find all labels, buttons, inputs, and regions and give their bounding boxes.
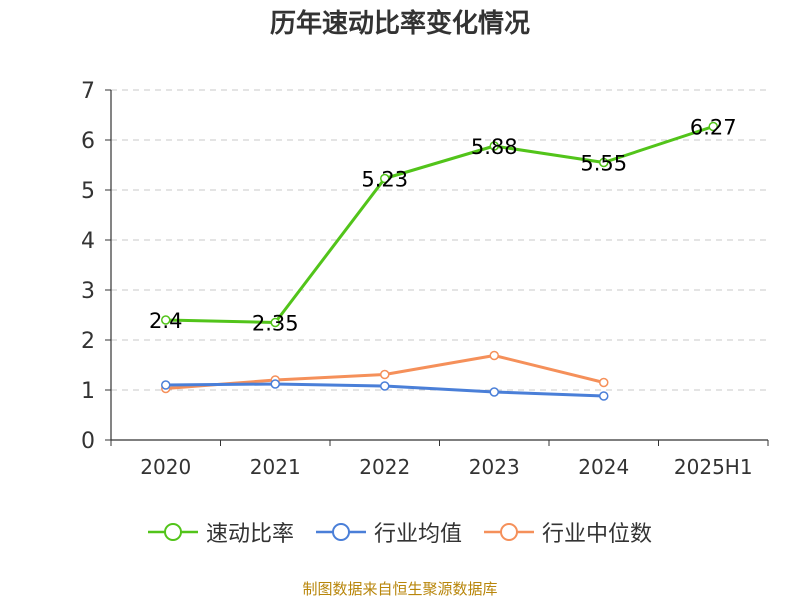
grid-lines	[111, 89, 768, 391]
legend-label: 行业均值	[373, 522, 462, 547]
series-line	[165, 125, 714, 324]
y-tick-label: 4	[81, 229, 95, 254]
data-point	[489, 387, 499, 397]
y-tick-label: 6	[81, 129, 95, 154]
legend-item-industry-mean[interactable]: 行业均值	[315, 516, 462, 548]
data-point	[599, 391, 609, 401]
data-point	[380, 381, 390, 391]
data-label: 5.55	[580, 152, 627, 176]
y-tick-label: 2	[81, 329, 95, 354]
data-label: 5.23	[361, 168, 408, 192]
y-tick-label: 0	[81, 429, 95, 454]
legend-line-icon	[484, 523, 534, 541]
axes: 0 1 2 3 4 5 6 7 2020 2021 2022 2023 2024 2025H1	[81, 79, 769, 479]
x-tick-label: 2024	[578, 455, 629, 479]
y-tick-label: 1	[81, 379, 95, 404]
data-point	[599, 377, 609, 388]
y-tick-label: 5	[81, 179, 95, 204]
data-label: 2.35	[252, 312, 299, 336]
legend-line-icon	[315, 523, 366, 541]
data-label: 2.4	[149, 309, 182, 333]
series-lines	[161, 121, 718, 401]
data-point	[161, 380, 171, 390]
data-point	[270, 317, 280, 328]
y-tick-label: 7	[81, 79, 95, 104]
data-label: 5.88	[471, 135, 518, 159]
x-tick-label: 2022	[359, 455, 410, 479]
x-tick-label: 2020	[140, 455, 191, 479]
data-point	[599, 157, 609, 168]
x-tick-label: 2021	[250, 455, 301, 479]
x-tick-label: 2023	[469, 455, 520, 479]
data-point	[161, 315, 171, 325]
data-label: 6.27	[690, 116, 737, 140]
x-tick-label: 2025H1	[674, 455, 753, 479]
data-point	[380, 369, 390, 380]
legend: 速动比率 行业均值 行业中位数	[0, 516, 800, 548]
data-point	[380, 173, 390, 184]
legend-label: 行业中位数	[542, 522, 653, 547]
legend-line-icon	[147, 523, 198, 541]
chart-title: 历年速动比率变化情况	[269, 9, 530, 39]
y-tick-label: 3	[81, 279, 95, 304]
data-point	[270, 379, 280, 389]
legend-label: 速动比率	[205, 522, 294, 547]
data-labels: 2.4 2.35 5.23 5.88 5.55 6.27	[149, 116, 737, 336]
data-point	[708, 121, 718, 132]
legend-item-quick-ratio[interactable]: 速动比率	[147, 516, 294, 548]
data-point	[489, 350, 499, 361]
legend-item-industry-median[interactable]: 行业中位数	[484, 516, 652, 548]
data-point	[489, 141, 499, 151]
source-note: 制图数据来自恒生聚源数据库	[302, 580, 498, 598]
